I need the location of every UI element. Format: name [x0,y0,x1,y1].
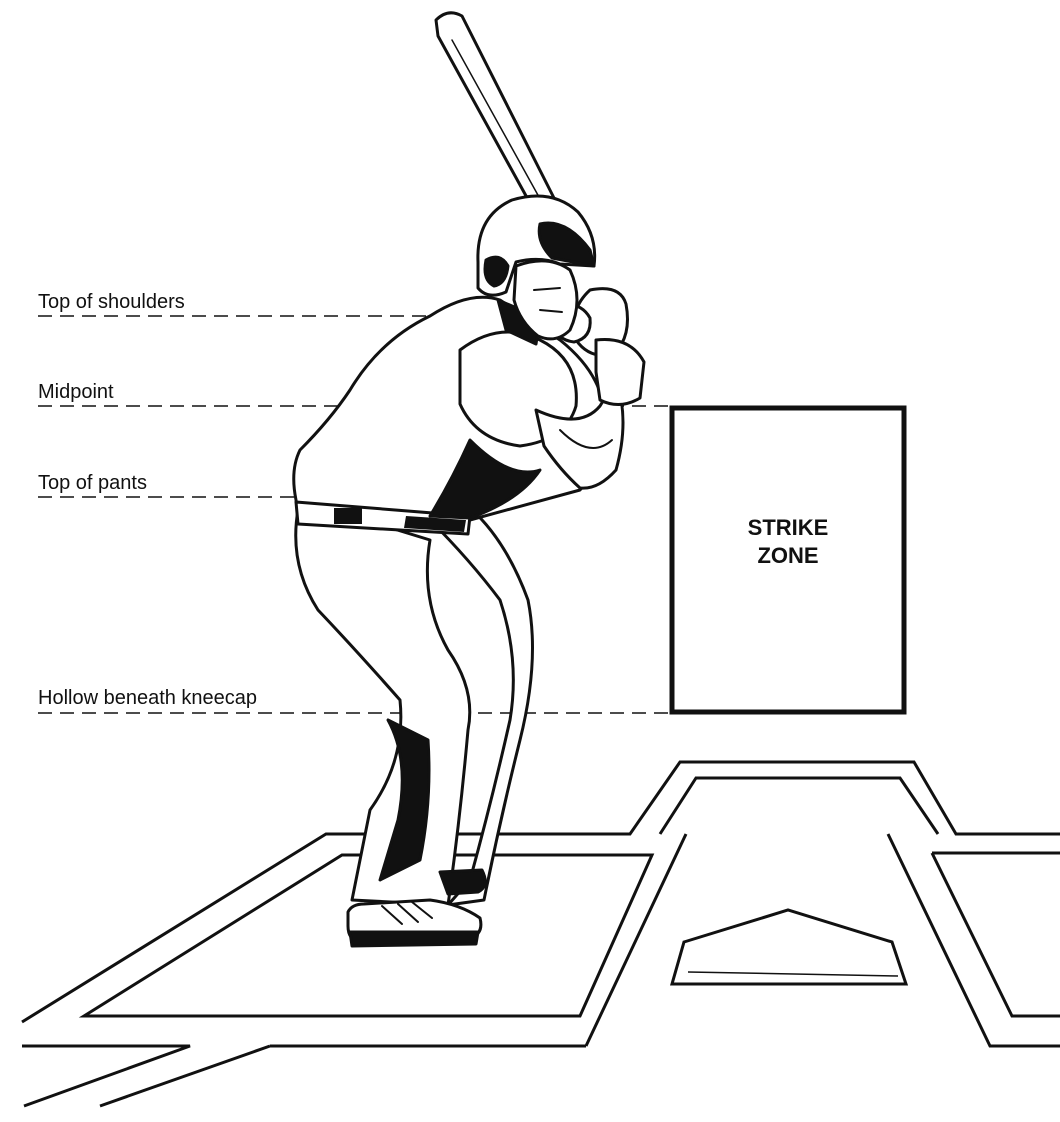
foul-line-bottom [22,1044,191,1108]
right-box-inner [930,852,1060,1018]
plate-area-inner [658,776,940,835]
catcher-line-left [584,833,688,1047]
field-bottom-lower [99,1044,271,1108]
label-top-of-shoulders: Top of shoulders [38,291,185,313]
strike-zone-line-2: ZONE [757,543,819,568]
strike-zone-box [669,405,907,715]
batters-box-outer [21,760,1060,1024]
label-hollow-beneath-kneecap: Hollow beneath kneecap [38,687,258,709]
batter-figure-icon [292,11,646,948]
batters-box-inner [78,853,655,1018]
label-midpoint: Midpoint [38,381,114,403]
strike-zone-label: STRIKE ZONE [672,514,904,570]
strike-zone-line-1: STRIKE [747,515,829,540]
label-top-of-pants: Top of pants [38,472,147,494]
home-plate-icon [670,908,909,986]
right-box-outer [886,833,1060,1048]
